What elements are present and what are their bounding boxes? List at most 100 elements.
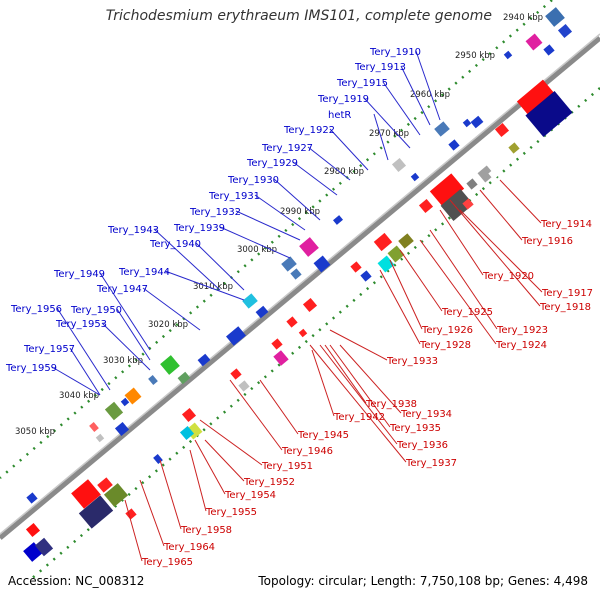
tick-label-2950-kbp: 2950 kbp <box>455 51 495 61</box>
gene-label-hetr[interactable]: hetR <box>328 110 351 121</box>
gene-label-tery-1940[interactable]: Tery_1940 <box>149 239 201 250</box>
gene-feature <box>226 326 246 346</box>
gene-label-tery-1955[interactable]: Tery_1955 <box>205 507 257 518</box>
gene-label-tery-1949[interactable]: Tery_1949 <box>53 269 105 280</box>
gene-label-tery-1939[interactable]: Tery_1939 <box>173 223 225 234</box>
gene-feature <box>434 121 450 137</box>
gene-label-tery-1935[interactable]: Tery_1935 <box>389 423 441 434</box>
gene-label-tery-1954[interactable]: Tery_1954 <box>224 490 276 501</box>
tick-label-3000-kbp: 3000 kbp <box>237 245 277 255</box>
gene-label-tery-1936[interactable]: Tery_1936 <box>396 440 448 451</box>
tick-label-3040-kbp: 3040 kbp <box>59 391 99 401</box>
gene-label-tery-1934[interactable]: Tery_1934 <box>400 409 452 420</box>
gene-features <box>23 7 573 562</box>
gene-label-tery-1922[interactable]: Tery_1922 <box>283 125 335 136</box>
leader-tery-1916 <box>479 189 523 241</box>
leader-tery-1945 <box>259 379 299 435</box>
gene-label-tery-1915[interactable]: Tery_1915 <box>336 78 388 89</box>
gene-feature <box>78 495 114 529</box>
gene-feature <box>462 198 474 210</box>
gene-label-tery-1920[interactable]: Tery_1920 <box>482 271 534 282</box>
gene-label-tery-1926[interactable]: Tery_1926 <box>421 325 473 336</box>
gene-label-tery-1928[interactable]: Tery_1928 <box>419 340 471 351</box>
gene-label-tery-1913[interactable]: Tery_1913 <box>354 62 406 73</box>
gene-label-tery-1929[interactable]: Tery_1929 <box>246 158 298 169</box>
tick-label-2980-kbp: 2980 kbp <box>324 167 364 177</box>
gene-feature <box>153 454 163 464</box>
gene-feature <box>525 91 573 137</box>
tick-label-3020-kbp: 3020 kbp <box>148 320 188 330</box>
leader-tery-1932 <box>235 210 301 241</box>
gene-feature <box>494 122 510 138</box>
tick-label-2940-kbp: 2940 kbp <box>503 13 543 23</box>
gene-feature <box>71 479 101 509</box>
gene-label-tery-1938[interactable]: Tery_1938 <box>365 399 417 410</box>
gene-label-tery-1914[interactable]: Tery_1914 <box>540 219 592 230</box>
gene-label-tery-1944[interactable]: Tery_1944 <box>118 267 170 278</box>
gene-label-tery-1916[interactable]: Tery_1916 <box>521 236 573 247</box>
leader-tery-1913 <box>400 65 431 126</box>
genome-backbone-shade <box>0 33 600 535</box>
gene-feature <box>197 353 211 367</box>
gene-label-tery-1933[interactable]: Tery_1933 <box>386 356 438 367</box>
gene-feature <box>124 387 142 405</box>
gene-label-tery-1957[interactable]: Tery_1957 <box>23 344 75 355</box>
gene-feature <box>25 522 41 538</box>
leader-tery-1910 <box>415 50 441 121</box>
forward-tick-track <box>0 0 553 479</box>
gene-label-tery-1924[interactable]: Tery_1924 <box>495 340 547 351</box>
leader-tery-1950 <box>116 308 151 361</box>
gene-label-tery-1910[interactable]: Tery_1910 <box>369 47 421 58</box>
gene-feature <box>97 477 113 493</box>
leader-tery-1915 <box>382 81 421 136</box>
gene-label-tery-1919[interactable]: Tery_1919 <box>317 94 369 105</box>
gene-label-tery-1952[interactable]: Tery_1952 <box>243 477 295 488</box>
leader-tery-1939 <box>219 226 291 259</box>
gene-label-tery-1946[interactable]: Tery_1946 <box>281 446 333 457</box>
gene-feature <box>516 79 558 119</box>
leader-tery-1920 <box>439 209 484 276</box>
gene-label-tery-1931[interactable]: Tery_1931 <box>208 191 260 202</box>
gene-label-tery-1951[interactable]: Tery_1951 <box>261 461 313 472</box>
gene-label-tery-1943[interactable]: Tery_1943 <box>107 225 159 236</box>
gene-feature <box>545 7 565 27</box>
gene-label-tery-1947[interactable]: Tery_1947 <box>96 284 148 295</box>
leader-tery-1922 <box>329 128 369 171</box>
gene-label-tery-1950[interactable]: Tery_1950 <box>70 305 122 316</box>
accession-text: Accession: NC_008312 <box>8 574 145 588</box>
gene-label-tery-1953[interactable]: Tery_1953 <box>55 319 107 330</box>
gene-feature <box>298 328 308 338</box>
leader-tery-1965 <box>124 499 143 562</box>
gene-feature <box>230 368 242 380</box>
gene-feature <box>503 50 513 60</box>
gene-label-tery-1930[interactable]: Tery_1930 <box>227 175 279 186</box>
gene-label-tery-1959[interactable]: Tery_1959 <box>5 363 57 374</box>
leader-tery-1923 <box>429 229 498 330</box>
gene-feature <box>179 425 195 441</box>
genome-backbone <box>0 36 600 540</box>
gene-label-tery-1917[interactable]: Tery_1917 <box>541 288 593 299</box>
leader-tery-1931 <box>254 194 306 231</box>
gene-label-tery-1942[interactable]: Tery_1942 <box>333 412 385 423</box>
leader-tery-1919 <box>363 97 411 149</box>
gene-feature <box>177 371 191 385</box>
gene-label-tery-1958[interactable]: Tery_1958 <box>180 525 232 536</box>
gene-label-tery-1923[interactable]: Tery_1923 <box>496 325 548 336</box>
gene-feature <box>508 142 520 154</box>
gene-label-tery-1945[interactable]: Tery_1945 <box>297 430 349 441</box>
gene-label-tery-1964[interactable]: Tery_1964 <box>163 542 215 553</box>
gene-label-tery-1965[interactable]: Tery_1965 <box>141 557 193 568</box>
gene-feature <box>242 293 258 309</box>
gene-feature <box>255 305 269 319</box>
gene-feature <box>470 115 484 129</box>
gene-label-tery-1925[interactable]: Tery_1925 <box>441 307 493 318</box>
gene-label-tery-1937[interactable]: Tery_1937 <box>405 458 457 469</box>
gene-label-tery-1956[interactable]: Tery_1956 <box>10 304 62 315</box>
gene-label-tery-1932[interactable]: Tery_1932 <box>189 207 241 218</box>
gene-feature <box>104 401 124 421</box>
tick-label-3050-kbp: 3050 kbp <box>15 427 55 437</box>
gene-feature <box>281 256 297 272</box>
gene-label-tery-1927[interactable]: Tery_1927 <box>261 143 313 154</box>
gene-label-tery-1918[interactable]: Tery_1918 <box>539 302 591 313</box>
leader-tery-1938 <box>324 344 367 404</box>
